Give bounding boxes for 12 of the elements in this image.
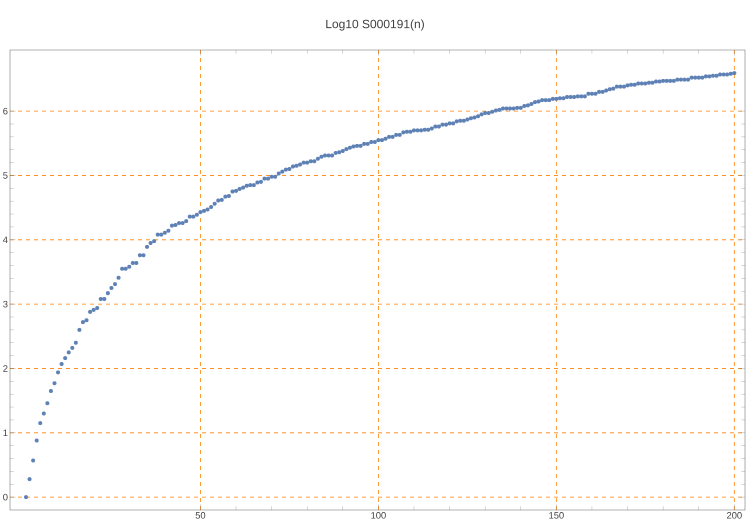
y-tick-label: 4 (2, 236, 8, 243)
y-tick-label: 2 (3, 365, 8, 372)
y-tick-label: 6 (3, 108, 8, 114)
x-tick-label: 50 (196, 512, 206, 519)
y-tick-label: 0 (3, 494, 8, 500)
y-tick-label: 5 (3, 172, 8, 179)
chart-title: Log10 S000191(n) (326, 19, 424, 31)
y-tick-label: 1 (3, 430, 8, 436)
x-tick-label: 100 (371, 512, 386, 519)
x-tick-label: 200 (727, 512, 742, 519)
y-tick-label: 3 (3, 300, 8, 308)
x-tick-label: 150 (549, 512, 564, 519)
